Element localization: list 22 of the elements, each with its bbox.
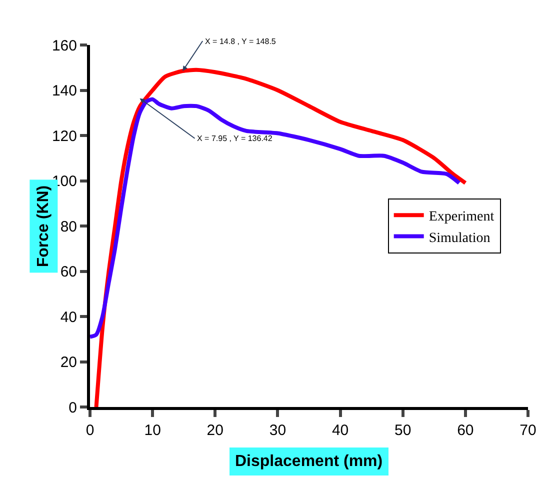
legend-label: Experiment [428, 210, 494, 225]
y-tick-label: 120 [52, 128, 77, 145]
x-tick-label: 70 [520, 422, 536, 439]
x-tick-label: 60 [457, 422, 474, 439]
y-tick-label: 20 [60, 354, 77, 371]
annotation: X = 14.8 , Y = 148.5 [205, 37, 276, 46]
y-tick-label: 0 [68, 399, 77, 416]
y-axis-title: Force (KN) [35, 185, 52, 268]
x-tick-label: 40 [332, 422, 349, 439]
y-tick-label: 60 [60, 264, 77, 280]
legend-label: Simulation [428, 230, 490, 246]
x-tick-label: 20 [206, 422, 224, 439]
y-tick-label: 40 [60, 308, 77, 326]
x-tick-label: 0 [86, 422, 94, 439]
y-tick-label: 160 [52, 37, 77, 54]
x-tick-label: 30 [269, 422, 286, 439]
x-tick-label: 50 [394, 422, 412, 439]
y-tick-label: 140 [52, 82, 77, 100]
annotation: X = 7.95 , Y = 136.42 [197, 134, 273, 143]
y-tick-label: 80 [60, 218, 77, 236]
x-axis-title: Displacement (mm) [235, 453, 383, 470]
x-tick-label: 10 [144, 422, 161, 439]
